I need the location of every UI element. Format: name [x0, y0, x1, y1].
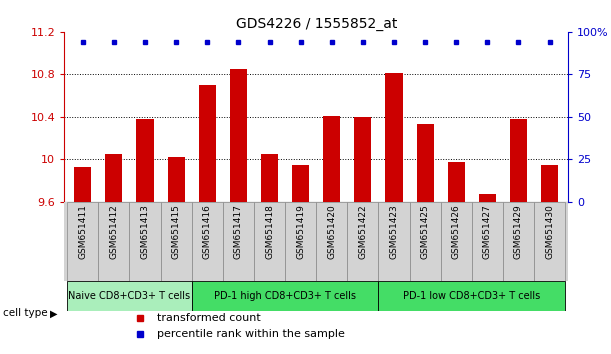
Bar [479, 194, 496, 202]
Bar [105, 154, 122, 202]
Text: GSM651427: GSM651427 [483, 204, 492, 259]
Text: GSM651416: GSM651416 [203, 204, 212, 259]
Bar [136, 119, 153, 202]
Bar [386, 73, 403, 202]
Bar [67, 202, 98, 281]
Bar [347, 202, 378, 281]
Bar [378, 202, 409, 281]
Bar [192, 202, 223, 281]
Bar [230, 69, 247, 202]
Bar [75, 167, 92, 202]
Bar [199, 85, 216, 202]
Text: GSM651423: GSM651423 [389, 204, 398, 259]
Text: Naive CD8+CD3+ T cells: Naive CD8+CD3+ T cells [68, 291, 191, 301]
Bar [417, 124, 434, 202]
Text: GSM651411: GSM651411 [78, 204, 87, 259]
Text: GSM651413: GSM651413 [141, 204, 150, 259]
Bar [354, 117, 371, 202]
Text: GSM651429: GSM651429 [514, 204, 523, 259]
Bar [98, 202, 130, 281]
Bar [323, 116, 340, 202]
Bar [67, 281, 192, 311]
Bar [292, 165, 309, 202]
Text: cell type: cell type [3, 308, 48, 318]
Bar [503, 202, 534, 281]
Bar [130, 202, 161, 281]
Bar [409, 202, 441, 281]
Text: GSM651418: GSM651418 [265, 204, 274, 259]
Text: percentile rank within the sample: percentile rank within the sample [158, 329, 345, 339]
Text: PD-1 high CD8+CD3+ T cells: PD-1 high CD8+CD3+ T cells [214, 291, 356, 301]
Bar [541, 165, 558, 202]
Text: GSM651425: GSM651425 [420, 204, 430, 259]
Title: GDS4226 / 1555852_at: GDS4226 / 1555852_at [235, 17, 397, 31]
Bar [261, 154, 278, 202]
Bar [192, 281, 378, 311]
Text: GSM651430: GSM651430 [545, 204, 554, 259]
Bar [223, 202, 254, 281]
Bar [167, 157, 185, 202]
Bar [534, 202, 565, 281]
Text: GSM651420: GSM651420 [327, 204, 336, 259]
Text: GSM651415: GSM651415 [172, 204, 181, 259]
Text: PD-1 low CD8+CD3+ T cells: PD-1 low CD8+CD3+ T cells [403, 291, 540, 301]
Bar [378, 281, 565, 311]
Bar [254, 202, 285, 281]
Bar [448, 162, 465, 202]
Text: GSM651422: GSM651422 [359, 204, 367, 259]
Text: GSM651412: GSM651412 [109, 204, 119, 259]
Text: GSM651419: GSM651419 [296, 204, 305, 259]
Text: ▶: ▶ [50, 308, 57, 318]
Text: GSM651426: GSM651426 [452, 204, 461, 259]
Bar [441, 202, 472, 281]
Bar [285, 202, 316, 281]
Bar [316, 202, 347, 281]
Text: transformed count: transformed count [158, 313, 261, 323]
Text: GSM651417: GSM651417 [234, 204, 243, 259]
Bar [510, 119, 527, 202]
Bar [472, 202, 503, 281]
Bar [161, 202, 192, 281]
